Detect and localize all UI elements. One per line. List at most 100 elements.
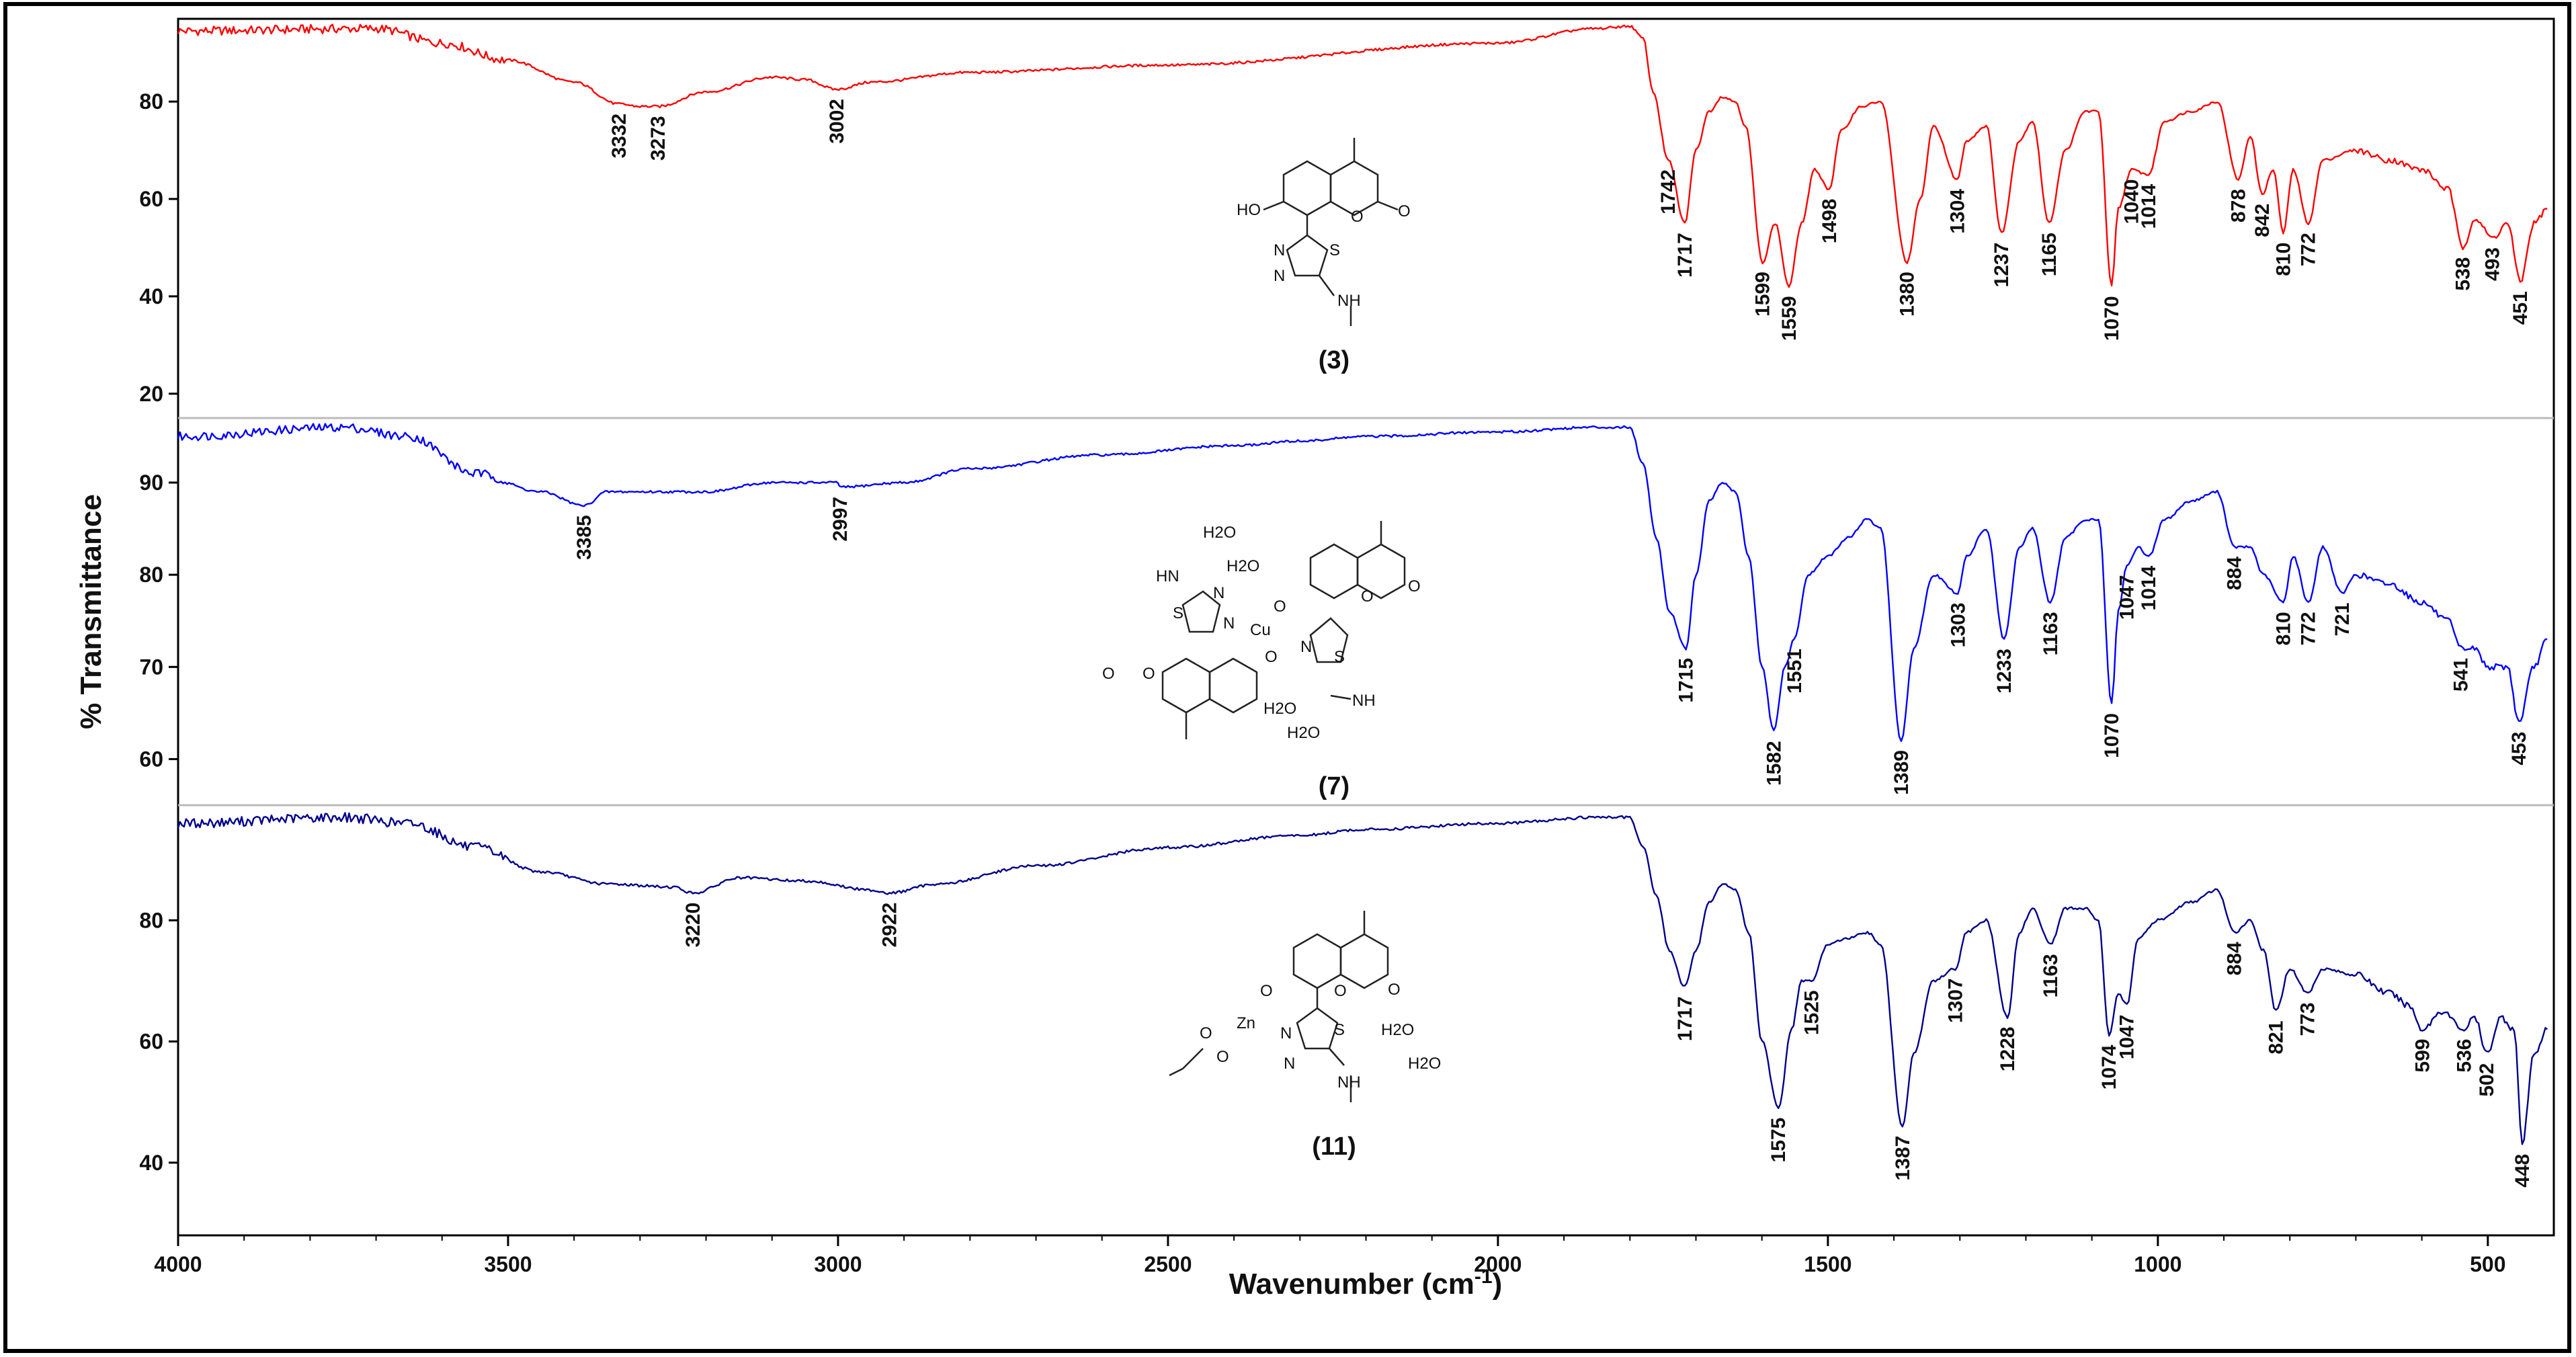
peak-label: 1599 <box>1752 272 1774 317</box>
atom-label: O <box>1388 981 1401 999</box>
atom-label: O <box>1408 577 1421 595</box>
peak-label: 1014 <box>2138 565 2160 610</box>
y-tick-label: 70 <box>139 655 163 679</box>
peak-label: 1070 <box>2101 296 2123 341</box>
peak-label: 1163 <box>2040 954 2062 997</box>
peak-label: 1163 <box>2040 612 2062 655</box>
atom-label: HO <box>1237 201 1261 219</box>
y-tick-label: 20 <box>139 382 163 406</box>
x-axis-title: Wavenumber (cm-1) <box>1229 1266 1502 1301</box>
atom-label: S <box>1329 241 1340 259</box>
peak-label: 1047 <box>2116 1015 2138 1060</box>
atom-label: HN <box>1156 567 1179 585</box>
peak-label: 541 <box>2450 658 2473 692</box>
peak-label: 1380 <box>1897 272 1919 317</box>
peak-label: 884 <box>2224 557 2246 590</box>
peak-label: 1717 <box>1674 996 1696 1041</box>
atom-label: N <box>1274 241 1285 259</box>
x-tick-label: 3000 <box>814 1252 862 1276</box>
atom-label: S <box>1334 1021 1345 1039</box>
atom-label: N <box>1274 267 1285 285</box>
atom-label: O <box>1398 202 1411 220</box>
y-axis-title: % Transmittance <box>75 494 108 729</box>
peak-label: 1070 <box>2101 713 2123 758</box>
spectrum-line-1 <box>177 423 2548 742</box>
atom-label: O <box>1216 1048 1229 1066</box>
peak-label: 3273 <box>647 116 669 161</box>
y-tick-label: 80 <box>139 563 163 587</box>
peak-label: 1237 <box>1991 243 2013 288</box>
peak-label: 842 <box>2251 204 2274 237</box>
atom-label: O <box>1260 982 1273 1000</box>
atom-label: H2O <box>1287 724 1320 742</box>
spectrum-panel-1: 60 70 80 90 3385 2997 1715 1582 1551 1389 1303 1233… <box>139 423 2548 795</box>
peak-label: 453 <box>2508 732 2530 766</box>
atom-label: N <box>1213 584 1224 602</box>
peak-label: 3332 <box>608 114 630 159</box>
atom-label: O <box>1102 665 1115 683</box>
peak-label: 1742 <box>1657 169 1679 214</box>
x-tick-label: 2000 <box>1474 1252 1522 1276</box>
y-tick-label: 60 <box>139 187 163 211</box>
x-tick-label: 1500 <box>1804 1252 1852 1276</box>
atom-label: O <box>1274 598 1286 616</box>
y-tick-label: 90 <box>139 470 163 495</box>
peak-label: 1233 <box>1993 649 2016 694</box>
x-axis: 4000 3500 3000 2500 2000 1500 1000 500 <box>154 1235 2506 1276</box>
peak-label: 1582 <box>1763 741 1785 786</box>
atom-label: Zn <box>1237 1014 1255 1032</box>
atom-label: N <box>1300 638 1312 656</box>
atom-label: Cu <box>1250 621 1271 639</box>
atom-label: H2O <box>1408 1055 1441 1073</box>
atom-label: O <box>1334 982 1347 1000</box>
peak-label: 2997 <box>829 497 851 542</box>
peak-label: 1715 <box>1675 658 1698 703</box>
atom-label: O <box>1361 587 1374 606</box>
peak-label: 810 <box>2272 612 2294 645</box>
y-tick-label: 60 <box>139 1030 163 1054</box>
x-tick-label: 1000 <box>2134 1252 2182 1276</box>
peak-label: 502 <box>2476 1063 2498 1097</box>
spectrum-panel-2: 40 60 80 3220 2922 1717 1575 1525 1387 1307 1228 11… <box>139 812 2548 1188</box>
y-tick-label: 80 <box>139 908 163 932</box>
x-axis-title-main: Wavenumber (cm <box>1229 1268 1474 1301</box>
x-tick-label: 3500 <box>484 1252 532 1276</box>
compound-label-3: (3) <box>1319 346 1349 374</box>
x-tick-label: 2500 <box>1144 1252 1192 1276</box>
atom-label: NH <box>1352 692 1376 710</box>
atom-label: S <box>1173 604 1183 622</box>
x-axis-title-close: ) <box>1493 1268 1503 1301</box>
atom-label: O <box>1351 208 1364 226</box>
y-tick-label: 40 <box>139 1151 163 1175</box>
peak-label: 721 <box>2331 603 2354 636</box>
x-tick-label: 4000 <box>154 1252 202 1276</box>
atom-label: NH <box>1337 1073 1361 1092</box>
peak-label: 772 <box>2298 612 2320 645</box>
peak-label: 1575 <box>1768 1118 1790 1163</box>
atom-label: O <box>1265 648 1278 666</box>
peak-label: 1074 <box>2098 1044 2120 1089</box>
peak-label: 1047 <box>2116 575 2138 620</box>
peak-label: 821 <box>2266 1021 2288 1055</box>
peak-label: 451 <box>2509 291 2532 325</box>
x-tick-label: 500 <box>2470 1252 2505 1276</box>
peak-label: 773 <box>2297 1002 2319 1036</box>
atom-label: NH <box>1337 292 1361 310</box>
peak-label: 3220 <box>682 903 704 948</box>
atom-label: O <box>1200 1024 1212 1042</box>
peak-label: 1014 <box>2138 183 2160 229</box>
structure-7 <box>1161 521 1406 739</box>
structure-11 <box>1169 911 1389 1102</box>
atom-label: O <box>1142 665 1155 683</box>
peak-label: 810 <box>2272 243 2294 276</box>
peak-label: 1551 <box>1784 649 1806 694</box>
peak-label: 1040 <box>2121 179 2143 224</box>
atom-label: N <box>1284 1055 1295 1073</box>
peak-label: 3385 <box>573 515 595 560</box>
peak-label: 538 <box>2452 257 2475 291</box>
atom-label: H2O <box>1203 524 1236 542</box>
y-tick-label: 80 <box>139 89 163 114</box>
